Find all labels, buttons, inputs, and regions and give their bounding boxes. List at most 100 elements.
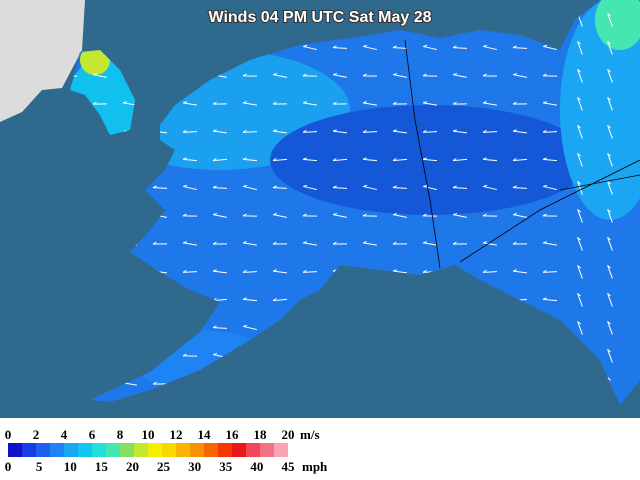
wind-arrow <box>212 325 228 329</box>
wind-arrow <box>332 45 348 49</box>
wind-arrow <box>182 129 198 133</box>
mph-label: 45 <box>282 459 296 474</box>
wind-arrow <box>302 101 317 106</box>
wind-arrow <box>512 101 528 105</box>
wind-arrow <box>152 185 168 189</box>
wind-arrow <box>607 69 613 83</box>
wind-arrow <box>577 265 583 279</box>
color-swatch <box>246 443 260 457</box>
wind-arrow <box>182 157 198 162</box>
wind-arrow <box>483 184 497 191</box>
color-swatch <box>232 443 246 457</box>
wind-arrow <box>362 241 377 246</box>
wind-arrow <box>362 73 378 77</box>
wind-arrow <box>182 353 198 357</box>
wind-arrow <box>422 213 438 217</box>
wind-arrow <box>452 72 467 78</box>
ms-label: 16 <box>226 427 240 442</box>
ms-label: 10 <box>142 427 155 442</box>
wind-arrow <box>182 101 197 106</box>
wind-arrow <box>392 157 408 162</box>
ms-label: 14 <box>198 427 212 442</box>
borders <box>404 39 640 269</box>
wind-arrow <box>92 72 107 78</box>
wind-arrow <box>212 157 228 162</box>
wind-arrow <box>422 101 437 106</box>
wind-arrow <box>452 241 468 245</box>
wind-arrow <box>152 241 168 245</box>
color-swatch <box>162 443 176 457</box>
wind-arrow <box>607 349 613 363</box>
ms-label: 0 <box>5 427 12 442</box>
wind-arrow <box>577 237 583 251</box>
wind-arrow <box>577 181 583 195</box>
wind-arrow <box>332 129 348 134</box>
color-swatch <box>134 443 148 457</box>
mph-label: 5 <box>36 459 43 474</box>
wind-arrow <box>577 209 583 223</box>
wind-arrow <box>542 73 558 77</box>
wind-arrow <box>577 41 583 55</box>
wind-arrow <box>452 185 468 189</box>
wind-arrow <box>607 209 613 223</box>
mph-label: 15 <box>95 459 109 474</box>
wind-arrow <box>452 45 468 49</box>
wind-arrow <box>577 153 583 167</box>
color-swatch <box>120 443 134 457</box>
wind-arrow <box>212 212 227 218</box>
color-swatch <box>274 443 288 457</box>
wind-arrow <box>302 157 318 162</box>
mph-label: 30 <box>188 459 201 474</box>
wind-arrow <box>542 101 557 106</box>
wind-arrow <box>272 157 288 162</box>
ms-label: 6 <box>89 427 96 442</box>
wind-arrow <box>332 185 348 189</box>
wind-arrow <box>362 129 378 133</box>
wind-arrow <box>512 129 528 134</box>
wind-arrow <box>577 293 583 307</box>
wind-arrow <box>272 212 287 218</box>
wind-arrow <box>607 153 613 167</box>
wind-arrow <box>363 184 377 191</box>
wind-arrow <box>482 101 497 106</box>
wind-arrow <box>272 101 288 105</box>
color-swatch <box>92 443 106 457</box>
mph-label: 25 <box>157 459 171 474</box>
wind-arrow <box>183 184 197 191</box>
wind-arrow <box>512 157 528 162</box>
ms-label: 20 <box>282 427 295 442</box>
wind-arrow <box>542 269 558 273</box>
wind-arrow <box>242 157 258 162</box>
ms-label: 4 <box>61 427 68 442</box>
wind-arrow <box>362 101 377 106</box>
wind-arrow <box>272 269 288 274</box>
color-swatch <box>78 443 92 457</box>
wind-arrow <box>182 241 197 246</box>
mph-label: 10 <box>64 459 77 474</box>
wind-arrow <box>182 269 198 273</box>
wind-arrow <box>542 129 558 133</box>
wind-arrow <box>512 241 528 245</box>
wind-arrow <box>332 241 348 245</box>
wind-arrow <box>392 269 408 274</box>
wind-arrow <box>212 129 228 134</box>
wind-arrow <box>272 72 287 78</box>
wind-arrow <box>607 321 613 335</box>
ms-label: 18 <box>254 427 268 442</box>
wind-arrow <box>607 125 613 139</box>
map-title: Winds 04 PM UTC Sat May 28 <box>208 9 431 26</box>
wind-arrow <box>332 101 348 105</box>
wind-arrow <box>332 157 348 162</box>
color-swatch <box>218 443 232 457</box>
wind-arrow <box>482 213 498 217</box>
wind-arrow <box>392 72 407 78</box>
wind-arrow <box>512 72 527 78</box>
wind-arrow <box>242 213 258 217</box>
color-swatch <box>22 443 36 457</box>
wind-arrow <box>212 241 228 245</box>
wind-arrow <box>272 241 288 245</box>
wind-arrow <box>452 212 467 218</box>
wind-arrow <box>422 73 438 77</box>
wind-arrow <box>392 185 408 189</box>
